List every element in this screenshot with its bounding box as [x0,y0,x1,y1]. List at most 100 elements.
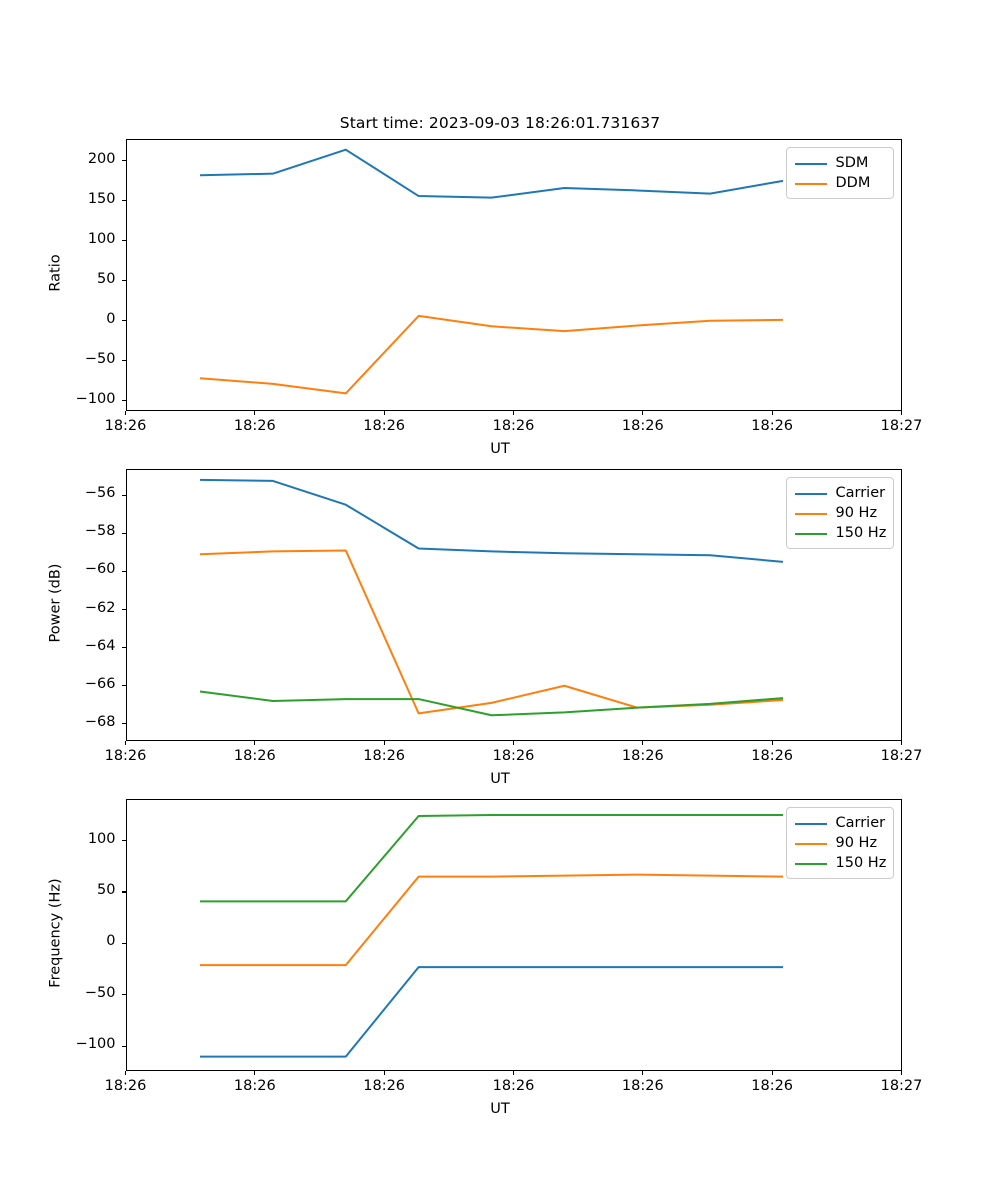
x-tick-label: 18:26 [751,418,794,434]
y-tick-label: 100 [87,830,116,847]
x-tick-mark [124,1071,127,1075]
y-tick-mark [121,608,126,611]
y-tick-label: −50 [84,350,116,367]
axes-frame [125,798,902,1071]
x-tick-label: 18:26 [233,418,276,434]
legend-label: 90 Hz [835,835,878,852]
x-tick-mark [383,741,385,745]
x-tick-mark [900,411,903,415]
data-line-ddm [199,314,784,395]
legend-item-carrier[interactable]: Carrier [794,814,885,834]
y-tick-label: 0 [106,933,116,950]
legend-label: SDM [835,155,869,172]
y-tick-mark [121,840,126,842]
data-line-sdm [199,148,784,199]
legend-swatch-150-hz [794,532,827,535]
x-tick-label: 18:27 [880,748,923,764]
y-tick-label: 150 [87,190,116,207]
x-tick-label: 18:26 [363,1078,406,1094]
axes-frame [125,138,902,411]
y-tick-label: −50 [84,984,116,1001]
legend-label: Carrier [835,485,886,502]
x-tick-label: 18:26 [363,748,406,764]
y-tick-mark [121,240,126,242]
x-tick-mark [900,1071,903,1075]
x-tick-label: 18:26 [492,748,535,764]
x-tick-mark [900,741,903,745]
x-tick-mark [512,1071,515,1075]
x-tick-mark [254,741,256,745]
y-tick-mark [121,494,126,496]
legend-swatch-150-hz [794,862,827,865]
x-tick-label: 18:26 [621,1078,664,1094]
y-tick-label: 50 [97,882,116,899]
legend: Carrier 90 Hz 150 Hz [785,476,894,549]
y-tick-label: −100 [75,390,116,407]
legend-label: 150 Hz [835,855,887,872]
y-tick-mark [121,647,126,649]
x-tick-label: 18:26 [233,748,276,764]
data-line-carrier [200,966,783,1058]
x-tick-mark [642,1071,644,1075]
legend: Carrier 90 Hz 150 Hz [785,806,894,879]
x-tick-label: 18:26 [233,1078,276,1094]
x-tick-label: 18:26 [104,418,147,434]
y-tick-mark [121,570,126,572]
x-tick-mark [642,411,644,415]
x-tick-mark [124,411,127,415]
y-tick-label: 200 [87,150,116,167]
x-tick-label: 18:26 [104,1078,147,1094]
x-tick-label: 18:26 [621,418,664,434]
legend-item-ddm[interactable]: DDM [794,174,885,194]
x-tick-label: 18:27 [880,1078,923,1094]
x-tick-label: 18:27 [880,418,923,434]
y-tick-label: 50 [97,270,116,287]
y-tick-mark [121,360,126,362]
x-tick-mark [771,411,773,415]
y-tick-label: −58 [84,523,116,540]
x-axis-label: UT [490,1101,510,1117]
figure-title: Start time: 2023-09-03 18:26:01.731637 [339,114,661,132]
y-tick-mark [121,280,126,282]
legend-swatch-sdm [794,162,827,165]
x-axis-label: UT [490,441,510,457]
y-tick-mark [121,891,126,893]
y-tick-label: −100 [75,1036,116,1053]
y-tick-label: −68 [84,713,116,730]
legend-item-sdm[interactable]: SDM [794,154,885,174]
x-tick-mark [771,741,773,745]
legend-item-150-hz[interactable]: 150 Hz [794,854,887,874]
legend-item-90-hz[interactable]: 90 Hz [794,504,885,524]
y-tick-mark [121,723,126,725]
legend-swatch-carrier [794,492,827,495]
y-tick-mark [121,320,126,322]
y-tick-label: −62 [84,599,116,616]
x-tick-label: 18:26 [492,1078,535,1094]
legend-item-carrier[interactable]: Carrier [794,484,886,504]
legend-label: 150 Hz [835,525,887,542]
legend-item-90-hz[interactable]: 90 Hz [794,834,885,854]
y-tick-mark [121,400,126,402]
y-tick-mark [121,532,126,534]
x-tick-label: 18:26 [621,748,664,764]
x-tick-label: 18:26 [492,418,535,434]
legend-swatch-ddm [794,182,827,185]
data-line-carrier [199,478,784,563]
legend-item-150-hz[interactable]: 150 Hz [794,524,887,544]
x-tick-label: 18:26 [751,748,794,764]
y-tick-mark [121,160,126,162]
legend-swatch-90-hz [794,842,827,845]
x-tick-mark [383,411,385,415]
x-tick-label: 18:26 [751,1078,794,1094]
y-tick-mark [121,1045,126,1047]
y-tick-label: −64 [84,637,116,654]
x-tick-mark [642,741,644,745]
data-line-150-hz [199,690,784,717]
x-axis-label: UT [490,771,510,787]
legend-label: DDM [835,175,871,192]
y-tick-mark [121,200,126,202]
